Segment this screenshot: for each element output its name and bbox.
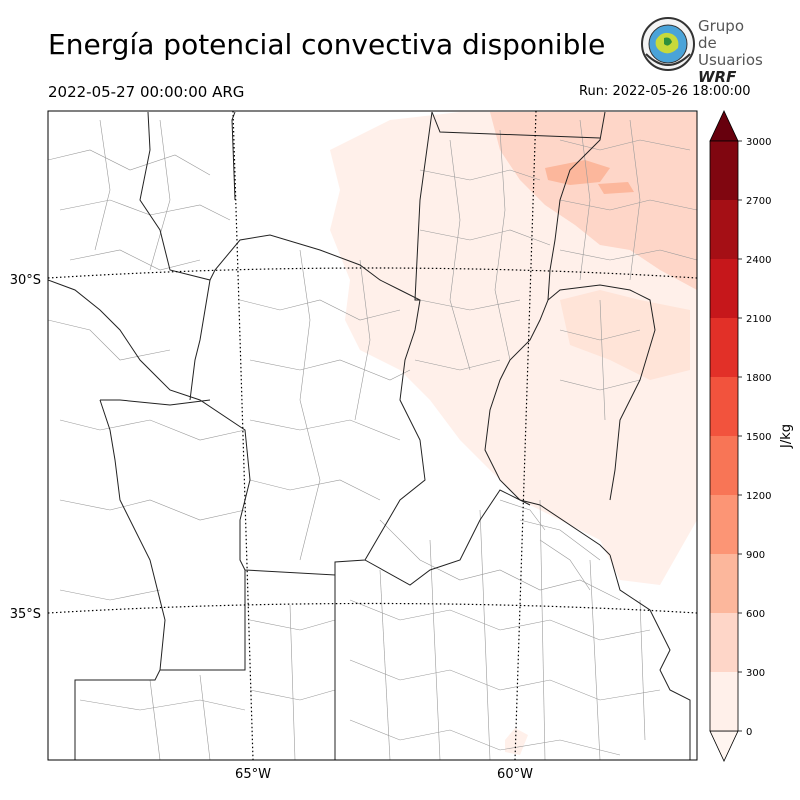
wrf-logo: Grupo de Usuarios WRF: [638, 14, 763, 86]
valid-time: 2022-05-27 00:00:00 ARG: [48, 83, 245, 101]
colorbar: 0 300 600 900 1200 1500 1800 2100 2400 2700 3000 J/…: [709, 110, 794, 762]
colorbar-segment: [710, 259, 738, 318]
lat-label-35s: 35°S: [10, 607, 41, 622]
colorbar-segment: [710, 554, 738, 613]
lon-label-60w: 60°W: [497, 767, 533, 782]
colorbar-segment: [710, 436, 738, 495]
colorbar-segment: [710, 495, 738, 554]
colorbar-tick-label: 3000: [746, 137, 771, 148]
cape-shade-600-900: [598, 182, 634, 194]
colorbar-tick-label: 2700: [746, 196, 771, 207]
colorbar-tick-label: 900: [746, 550, 765, 561]
logo-globe-icon: [641, 17, 695, 71]
colorbar-tick-label: 600: [746, 609, 765, 620]
run-time: Run: 2022-05-26 18:00:00: [579, 84, 751, 99]
colorbar-tick-label: 0: [746, 727, 752, 738]
lat-label-30s: 30°S: [10, 273, 41, 288]
lon-label-65w: 65°W: [235, 767, 271, 782]
cape-shade-300-600: [560, 290, 690, 380]
colorbar-tick-label: 1500: [746, 432, 771, 443]
colorbar-unit-label: J/kg: [779, 424, 794, 449]
colorbar-segment: [710, 377, 738, 436]
cape-shade-300-600: [490, 112, 697, 290]
colorbar-segment: [710, 672, 738, 731]
map-frame: [47, 110, 698, 761]
province-boundaries: [48, 111, 691, 760]
colorbar-extend-min: [709, 730, 739, 762]
colorbar-tick-label: 1800: [746, 373, 771, 384]
colorbar-extend-max: [709, 110, 739, 142]
logo-text: Grupo de Usuarios WRF: [698, 17, 763, 86]
colorbar-tick-label: 2400: [746, 255, 771, 266]
colorbar-segment: [710, 318, 738, 377]
colorbar-tick-label: 1200: [746, 491, 771, 502]
map-area: [48, 111, 697, 760]
colorbar-tick-label: 300: [746, 668, 765, 679]
department-boundaries: [48, 119, 697, 760]
map-title: Energía potencial convectiva disponible: [48, 28, 606, 61]
graticule: [48, 111, 697, 760]
colorbar-tick-label: 2100: [746, 314, 771, 325]
colorbar-segment: [710, 141, 738, 200]
colorbar-segment: [710, 613, 738, 672]
cape-shade-600-900: [545, 160, 610, 185]
colorbar-segment: [710, 200, 738, 259]
